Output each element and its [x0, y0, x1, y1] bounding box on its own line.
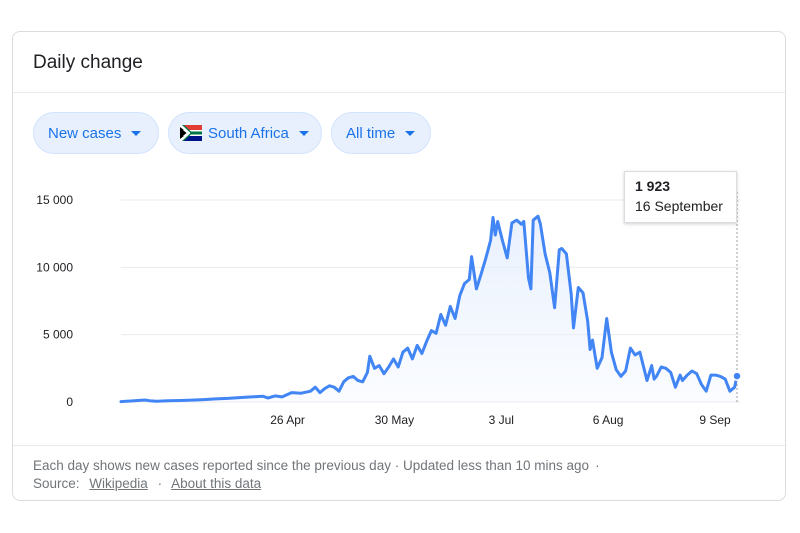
- x-tick-label: 3 Jul: [489, 413, 514, 427]
- chevron-down-icon: [131, 130, 142, 136]
- country-dropdown[interactable]: South Africa: [168, 112, 322, 154]
- footer-description: Each day shows new cases reported since …: [33, 458, 590, 473]
- card-footer: Each day shows new cases reported since …: [33, 457, 606, 493]
- footer-trailing-separator: ·: [595, 458, 600, 473]
- footer-description-line: Each day shows new cases reported since …: [33, 457, 606, 475]
- tooltip-value: 1 923: [635, 178, 671, 194]
- metric-dropdown-label: New cases: [48, 124, 122, 142]
- hover-point: [732, 371, 742, 381]
- series-area: [121, 216, 737, 402]
- south-africa-flag-icon: [180, 125, 202, 141]
- y-tick-label: 0: [66, 395, 73, 409]
- y-tick-label: 10 000: [36, 260, 73, 274]
- chevron-down-icon: [405, 130, 416, 136]
- time-range-dropdown[interactable]: All time: [331, 112, 431, 154]
- tooltip-date: 16 September: [635, 198, 723, 214]
- header-divider: [13, 92, 785, 93]
- wikipedia-link[interactable]: Wikipedia: [89, 476, 148, 491]
- y-tick-label: 15 000: [36, 193, 73, 207]
- footer-divider: [13, 445, 785, 446]
- y-tick-label: 5 000: [43, 328, 73, 342]
- x-tick-label: 6 Aug: [593, 413, 624, 427]
- metric-dropdown[interactable]: New cases: [33, 112, 159, 154]
- chart-tooltip: 1 923 16 September: [624, 171, 737, 223]
- series-line: [119, 214, 739, 404]
- x-tick-label: 9 Sep: [699, 413, 731, 427]
- x-tick-label: 30 May: [375, 413, 414, 427]
- card-title: Daily change: [33, 52, 143, 73]
- chevron-down-icon: [298, 130, 309, 136]
- country-dropdown-label: South Africa: [208, 124, 289, 142]
- daily-change-card: Daily change New cases South Africa All …: [12, 31, 786, 501]
- x-tick-label: 26 Apr: [270, 413, 305, 427]
- source-label: Source:: [33, 476, 80, 491]
- footer-separator: ·: [157, 476, 163, 491]
- daily-cases-chart[interactable]: 0 5 000 10 000 15 000 26 Apr 30 May 3 Jul 6 Aug…: [13, 162, 785, 452]
- time-range-dropdown-label: All time: [346, 124, 396, 142]
- about-data-link[interactable]: About this data: [171, 476, 262, 491]
